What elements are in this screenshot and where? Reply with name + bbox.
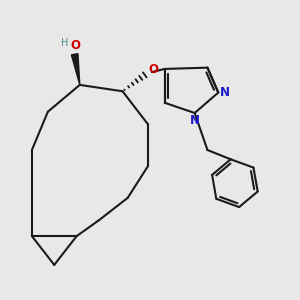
Text: H: H (61, 38, 69, 48)
Text: N: N (220, 86, 230, 99)
Text: O: O (148, 63, 158, 76)
Polygon shape (71, 54, 80, 85)
Text: O: O (70, 40, 80, 52)
Text: N: N (190, 114, 200, 127)
